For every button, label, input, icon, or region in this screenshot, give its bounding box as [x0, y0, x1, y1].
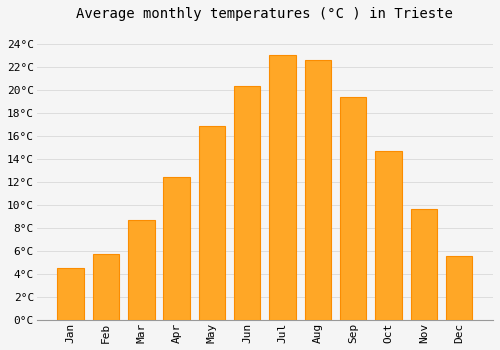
Bar — [304, 60, 331, 320]
Bar — [270, 55, 296, 320]
Title: Average monthly temperatures (°C ) in Trieste: Average monthly temperatures (°C ) in Tr… — [76, 7, 454, 21]
Bar — [410, 209, 437, 320]
Bar — [128, 220, 154, 320]
Bar — [164, 177, 190, 320]
Bar — [340, 97, 366, 320]
Bar — [234, 86, 260, 320]
Bar — [93, 254, 120, 320]
Bar — [198, 126, 225, 320]
Bar — [375, 151, 402, 320]
Bar — [446, 256, 472, 320]
Bar — [58, 268, 84, 320]
